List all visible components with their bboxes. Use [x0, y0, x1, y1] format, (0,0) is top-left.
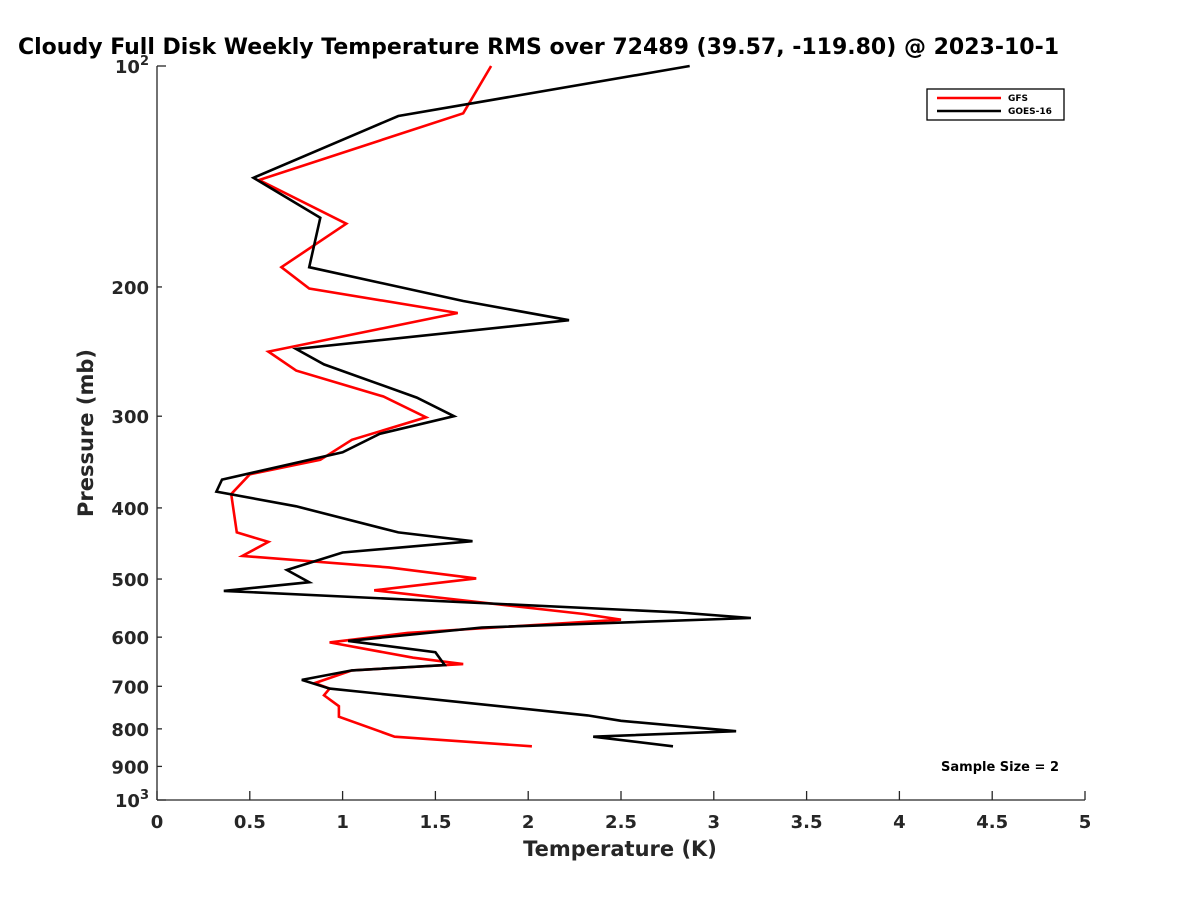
x-tick-label: 4 [893, 812, 906, 833]
y-tick-label: 300 [111, 407, 149, 428]
y-tick-label: 400 [111, 499, 149, 520]
y-axis-label: Pressure (mb) [74, 349, 98, 517]
series-line-goes-16 [214, 64, 751, 748]
series-line-gfs [229, 65, 622, 748]
y-tick-label: 600 [111, 628, 149, 649]
x-axis-label: Temperature (K) [523, 837, 717, 861]
x-tick-label: 2 [522, 812, 535, 833]
axes [156, 66, 1085, 801]
y-tick-label: 200 [111, 278, 149, 299]
legend-label: GOES-16 [1008, 107, 1052, 117]
legend: GFS GOES-16 [926, 88, 1065, 121]
y-tick-label: 900 [111, 757, 149, 778]
y-axis-ticks: 102 200 300 400 500 600 700 800 900 103 [111, 54, 166, 812]
x-tick-label: 3 [708, 812, 721, 833]
sample-size-annotation: Sample Size = 2 [941, 760, 1059, 775]
legend-label: GFS [1008, 94, 1028, 104]
y-tick-label: 102 [115, 54, 149, 78]
x-tick-label: 0 [151, 812, 164, 833]
y-tick-label: 103 [115, 788, 149, 812]
y-tick-label: 800 [111, 720, 149, 741]
x-tick-label: 3.5 [791, 812, 823, 833]
plot-lines [214, 64, 751, 748]
x-tick-label: 1.5 [419, 812, 451, 833]
y-tick-label: 700 [111, 677, 149, 698]
legend-box [926, 88, 1065, 121]
x-tick-label: 5 [1079, 812, 1092, 833]
y-tick-label: 500 [111, 570, 149, 591]
chart-title: Cloudy Full Disk Weekly Temperature RMS … [18, 35, 1059, 60]
x-tick-label: 2.5 [605, 812, 637, 833]
x-axis-ticks: 0 0.5 1 1.5 2 2.5 3 3.5 4 4.5 5 [151, 791, 1092, 833]
x-tick-label: 4.5 [976, 812, 1008, 833]
x-tick-label: 1 [336, 812, 349, 833]
x-tick-label: 0.5 [234, 812, 266, 833]
